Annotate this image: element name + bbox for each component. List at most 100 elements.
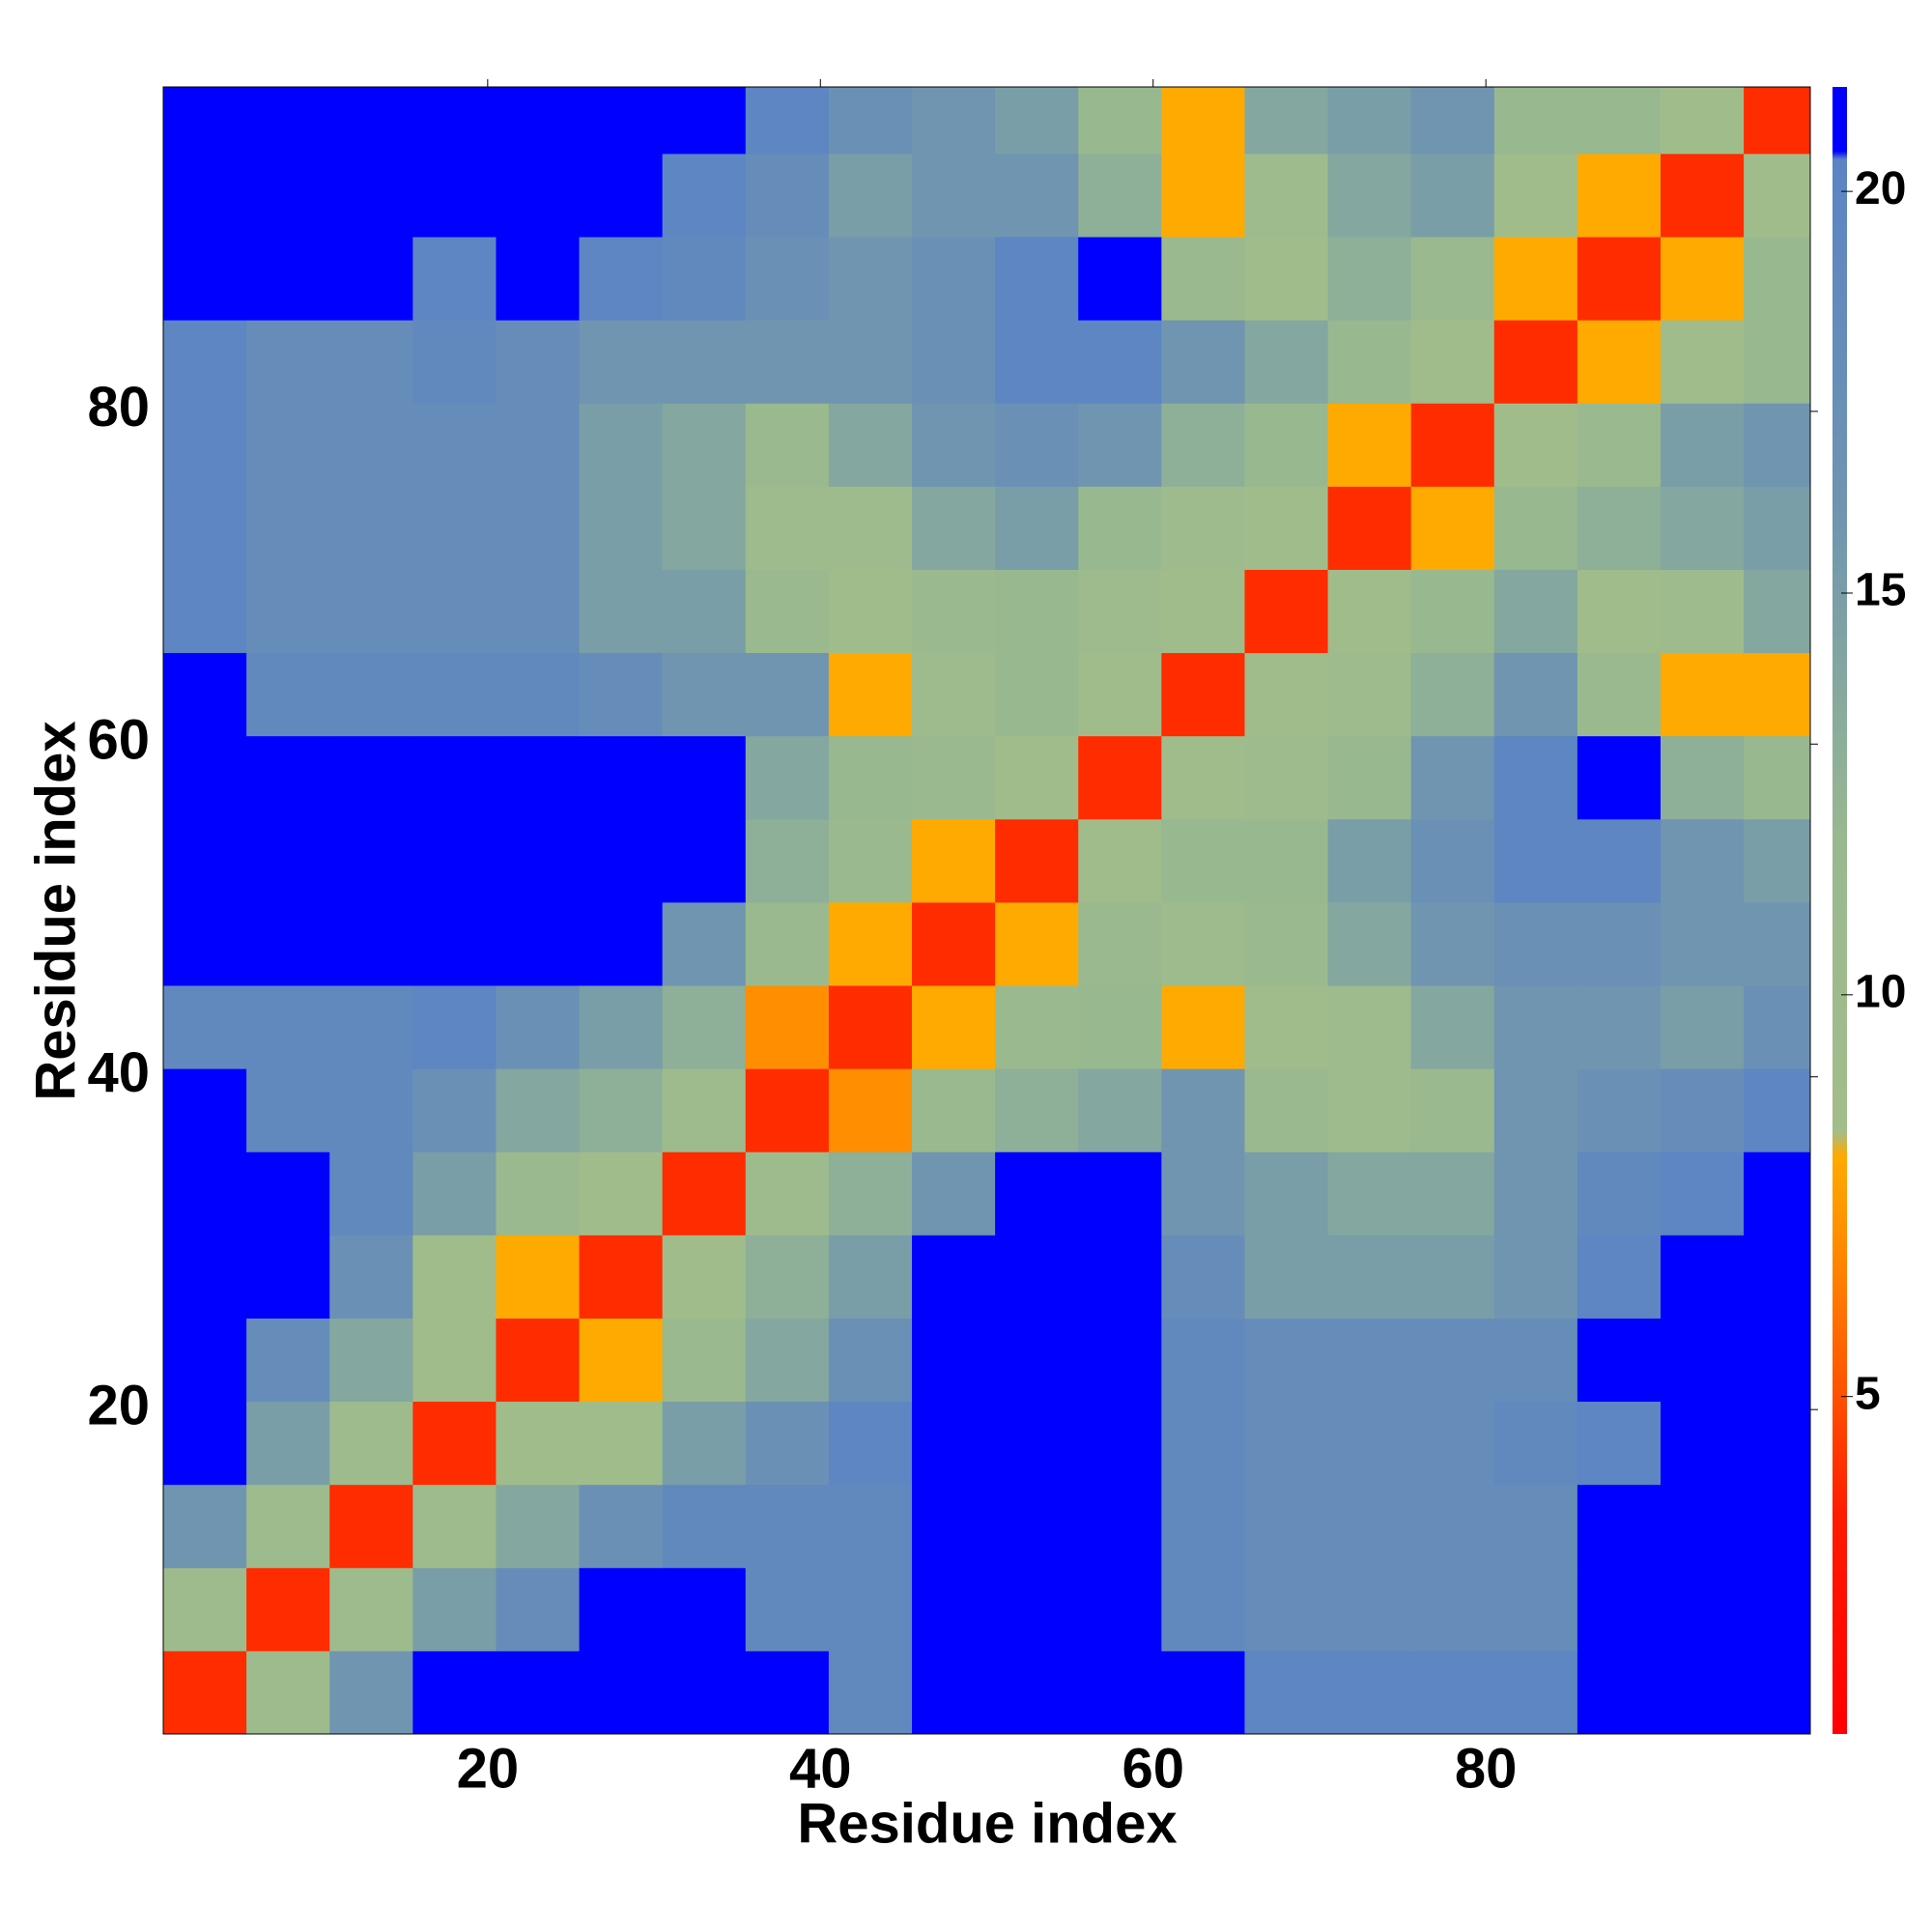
heatmap-cell — [745, 735, 830, 820]
heatmap-cell — [1577, 1401, 1662, 1486]
heatmap-cell — [496, 87, 581, 155]
heatmap-cell — [496, 901, 581, 986]
heatmap-cell — [163, 237, 247, 321]
heatmap-cell — [1744, 652, 1811, 737]
heatmap-cell — [1577, 1318, 1662, 1403]
heatmap-cell — [912, 818, 996, 903]
heatmap-cell — [246, 403, 330, 487]
heatmap-cell — [995, 1484, 1079, 1569]
heatmap-cell — [1661, 1151, 1745, 1236]
heatmap-cell — [1661, 403, 1745, 487]
heatmap-cell — [1410, 569, 1495, 654]
heatmap-cell — [246, 652, 330, 737]
heatmap-cell — [745, 1484, 830, 1569]
heatmap-cell — [1661, 1484, 1745, 1569]
heatmap-cell — [1661, 1068, 1745, 1152]
heatmap-cell — [1493, 1401, 1578, 1486]
heatmap-cell — [1327, 818, 1412, 903]
heatmap-cell — [1078, 1068, 1162, 1152]
heatmap-cell — [1078, 1318, 1162, 1403]
heatmap-cell — [1661, 985, 1745, 1069]
heatmap-cell — [579, 1567, 664, 1652]
heatmap-cell — [579, 652, 664, 737]
heatmap-cell — [1661, 652, 1745, 737]
heatmap-cell — [995, 237, 1079, 321]
heatmap-cell — [662, 486, 747, 570]
heatmap-cell — [1577, 1151, 1662, 1236]
heatmap-cell — [828, 1567, 913, 1652]
heatmap-cell — [412, 237, 497, 321]
heatmap-cell — [1661, 87, 1745, 155]
heatmap-cell — [1078, 735, 1162, 820]
heatmap-cell — [745, 1235, 830, 1319]
heatmap-cell — [912, 1567, 996, 1652]
heatmap-cell — [828, 1151, 913, 1236]
heatmap-cell — [1161, 1068, 1245, 1152]
heatmap-cell — [163, 1068, 247, 1152]
heatmap-cell — [1327, 1650, 1412, 1735]
heatmap-cell — [412, 901, 497, 986]
heatmap-cell — [329, 1151, 413, 1236]
heatmap-cell — [1661, 818, 1745, 903]
heatmap-cell — [662, 1650, 747, 1735]
heatmap-cell — [828, 1068, 913, 1152]
heatmap-cell — [1327, 153, 1412, 238]
heatmap-cell — [1327, 403, 1412, 487]
heatmap-cell — [496, 652, 581, 737]
heatmap-cell — [1078, 1401, 1162, 1486]
heatmap-cell — [1161, 985, 1245, 1069]
heatmap-cell — [1244, 153, 1329, 238]
heatmap-cell — [1244, 1318, 1329, 1403]
heatmap-cell — [163, 486, 247, 570]
heatmap-cell — [496, 403, 581, 487]
heatmap-cell — [496, 735, 581, 820]
heatmap-cells — [163, 87, 1811, 1735]
heatmap-cell — [1410, 403, 1495, 487]
heatmap-cell — [745, 320, 830, 404]
heatmap-cell — [828, 320, 913, 404]
heatmap-cell — [163, 1484, 247, 1569]
heatmap-cell — [496, 320, 581, 404]
heatmap-cell — [828, 486, 913, 570]
heatmap-cell — [1244, 486, 1329, 570]
heatmap-cell — [1493, 735, 1578, 820]
heatmap-cell — [579, 1318, 664, 1403]
heatmap-cell — [1577, 87, 1662, 155]
heatmap-cell — [1410, 1650, 1495, 1735]
colorbar-tick-label: 10 — [1855, 967, 1906, 1018]
heatmap-cell — [745, 153, 830, 238]
heatmap-cell — [745, 1650, 830, 1735]
heatmap-cell — [1661, 320, 1745, 404]
heatmap-cell — [912, 1151, 996, 1236]
heatmap-cell — [1410, 1151, 1495, 1236]
heatmap-cell — [579, 153, 664, 238]
heatmap-cell — [1661, 1650, 1745, 1735]
heatmap-cell — [329, 985, 413, 1069]
heatmap-cell — [828, 985, 913, 1069]
heatmap-cell — [246, 1401, 330, 1486]
heatmap-cell — [745, 818, 830, 903]
heatmap-cell — [246, 735, 330, 820]
heatmap-cell — [1161, 901, 1245, 986]
heatmap-cell — [163, 652, 247, 737]
heatmap-cell — [1744, 87, 1811, 155]
heatmap-cell — [995, 985, 1079, 1069]
heatmap-cell — [163, 818, 247, 903]
heatmap-cell — [329, 87, 413, 155]
heatmap-cell — [1493, 1318, 1578, 1403]
heatmap-cell — [1410, 237, 1495, 321]
heatmap-cell — [662, 735, 747, 820]
heatmap-cell — [745, 1151, 830, 1236]
heatmap-cell — [995, 486, 1079, 570]
heatmap-cell — [1327, 1151, 1412, 1236]
heatmap-cell — [828, 87, 913, 155]
heatmap-cell — [163, 569, 247, 654]
heatmap-cell — [1327, 237, 1412, 321]
heatmap-cell — [1744, 486, 1811, 570]
heatmap-cell — [579, 1235, 664, 1319]
heatmap-cell — [1661, 153, 1745, 238]
heatmap-cell — [496, 1318, 581, 1403]
heatmap-cell — [1161, 1401, 1245, 1486]
heatmap-cell — [1577, 985, 1662, 1069]
